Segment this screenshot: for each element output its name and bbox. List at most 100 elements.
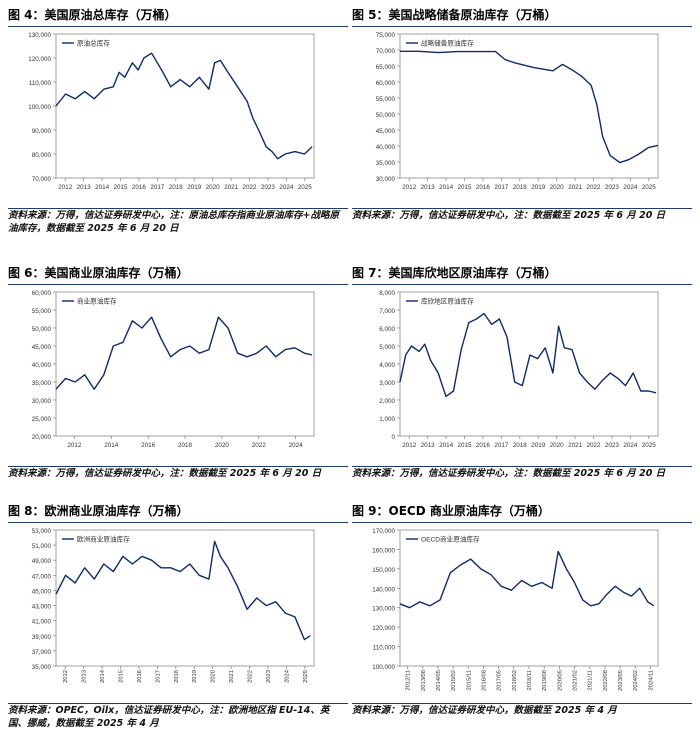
x-tick-label: 2016 <box>141 442 156 449</box>
y-tick-label: 60,000 <box>32 290 52 297</box>
figure-5: 图 5：美国战略储备原油库存（万桶） 30,000 35,000 40,000 45,… <box>352 6 692 236</box>
legend-label: 战略储备原油库存 <box>421 39 474 48</box>
source-rule <box>352 466 692 467</box>
series-line <box>400 50 659 164</box>
y-tick-label: 120,000 <box>372 625 395 632</box>
source-note: 资料来源：万得，信达证券研发中心，注：数据截至 2025 年 6 月 20 日 <box>352 210 666 221</box>
y-tick-label: 70,000 <box>32 176 52 183</box>
source-rule <box>352 703 692 704</box>
x-tick-label: 2015 <box>119 670 125 683</box>
title-rule <box>352 26 692 27</box>
x-tick-label: 2012/11 <box>406 670 412 691</box>
x-tick-label: 2013 <box>77 184 92 191</box>
x-tick-label: 2016 <box>476 184 491 191</box>
y-tick-label: 75,000 <box>376 32 396 39</box>
series-line <box>399 550 655 609</box>
y-tick-label: 20,000 <box>32 434 52 441</box>
x-tick-label: 2017 <box>155 670 161 683</box>
x-tick-label: 2016/08 <box>481 670 487 691</box>
x-tick-label: 2021 <box>229 670 235 683</box>
y-tick-label: 37,000 <box>32 649 52 656</box>
x-tick-label: 2017 <box>494 442 509 449</box>
x-tick-label: 2019/08 <box>542 670 548 691</box>
x-tick-label: 2022 <box>586 442 601 449</box>
x-tick-label: 2018 <box>513 184 528 191</box>
plot-frame <box>399 33 659 179</box>
chart-figure-7: 0 1,000 2,000 3,000 4,000 5,000 6,000 7,000 8,00… <box>379 290 659 449</box>
x-tick-label: 2012 <box>67 442 82 449</box>
x-tick-label: 2021 <box>568 184 583 191</box>
title-rule <box>8 284 348 285</box>
source-rule <box>8 703 348 704</box>
x-tick-label: 2025 <box>642 184 657 191</box>
y-tick-label: 110,000 <box>29 80 52 87</box>
y-tick-label: 170,000 <box>372 528 395 535</box>
x-tick-label: 2017 <box>494 184 509 191</box>
x-tick-label: 2012 <box>58 184 73 191</box>
x-tick-label: 2023 <box>261 184 276 191</box>
title-rule <box>8 26 348 27</box>
x-tick-label: 2024 <box>623 442 638 449</box>
x-tick-label: 2021 <box>568 442 583 449</box>
x-tick-label: 2015 <box>457 442 472 449</box>
figure-title: 图 7：美国库欣地区原油库存（万桶） <box>352 266 557 280</box>
x-tick-label: 2018/02 <box>512 670 518 691</box>
x-tick-label: 2020 <box>211 670 217 683</box>
legend-label: 原油总库存 <box>77 39 110 48</box>
x-tick-label: 2025 <box>303 670 309 683</box>
x-tick-label: 2014 <box>104 442 119 449</box>
y-tick-label: 40,000 <box>32 362 52 369</box>
legend-label: 库欣地区原油库存 <box>421 297 474 306</box>
y-tick-label: 80,000 <box>32 152 52 159</box>
x-tick-label: 2024 <box>284 669 290 683</box>
y-tick-label: 50,000 <box>376 112 396 119</box>
x-tick-label: 2022 <box>242 184 257 191</box>
y-tick-label: 130,000 <box>372 606 395 613</box>
chart-figure-9: 100,000 110,000 120,000 130,000 140,000 150,0… <box>372 528 659 691</box>
x-tick-label: 2016 <box>476 442 491 449</box>
y-tick-label: 35,000 <box>32 380 52 387</box>
source-note: 资料来源：万得，信达证券研发中心，注：数据截至 2025 年 6 月 20 日 <box>8 468 322 479</box>
figure-title: 图 5：美国战略储备原油库存（万桶） <box>352 8 557 22</box>
y-tick-label: 41,000 <box>32 619 52 626</box>
y-tick-label: 8,000 <box>379 290 395 297</box>
y-tick-label: 65,000 <box>376 64 396 71</box>
y-tick-label: 160,000 <box>372 547 395 554</box>
x-tick-label: 2024 <box>289 442 304 449</box>
x-tick-label: 2023 <box>605 184 620 191</box>
y-tick-label: 4,000 <box>379 362 395 369</box>
x-tick-label: 2012 <box>402 184 417 191</box>
series-line <box>55 316 313 390</box>
x-tick-label: 2024/11 <box>648 670 654 691</box>
x-tick-label: 2016 <box>137 670 143 683</box>
chart-figure-5: 30,000 35,000 40,000 45,000 50,000 55,000 60,0… <box>376 32 659 191</box>
figure-title: 图 4：美国原油总库存（万桶） <box>8 8 177 22</box>
y-tick-label: 43,000 <box>32 604 52 611</box>
y-tick-label: 39,000 <box>32 634 52 641</box>
x-tick-label: 2018 <box>513 442 528 449</box>
y-tick-label: 35,000 <box>32 664 52 671</box>
x-tick-label: 2020/05 <box>557 670 563 691</box>
x-tick-label: 2024 <box>279 184 294 191</box>
x-tick-label: 2012 <box>402 442 417 449</box>
y-tick-label: 47,000 <box>32 573 52 580</box>
y-tick-label: 45,000 <box>32 588 52 595</box>
figure-7: 图 7：美国库欣地区原油库存（万桶） 0 1,000 2,000 3,000 4,000… <box>352 264 692 494</box>
y-tick-label: 55,000 <box>376 96 396 103</box>
title-rule <box>352 284 692 285</box>
y-tick-label: 2,000 <box>379 398 395 405</box>
x-tick-label: 2013 <box>82 670 88 683</box>
series-line <box>55 52 313 160</box>
figure-4: 图 4：美国原油总库存（万桶） 70,000 80,000 90,000 100,00… <box>8 6 348 236</box>
figure-8: 图 8：欧洲商业原油库存（万桶） 35,000 37,000 39,000 41,00… <box>8 502 348 736</box>
y-tick-label: 110,000 <box>373 645 396 652</box>
x-tick-label: 2019 <box>187 184 202 191</box>
x-tick-label: 2019 <box>531 442 546 449</box>
y-tick-label: 100,000 <box>372 664 395 671</box>
x-tick-label: 2013/08 <box>421 670 427 691</box>
x-tick-label: 2015/02 <box>451 670 457 691</box>
x-tick-label: 2024/02 <box>633 670 639 691</box>
x-tick-label: 2016 <box>132 184 147 191</box>
y-tick-label: 30,000 <box>376 176 396 183</box>
legend-label: OECD商业原油库存 <box>421 535 480 544</box>
